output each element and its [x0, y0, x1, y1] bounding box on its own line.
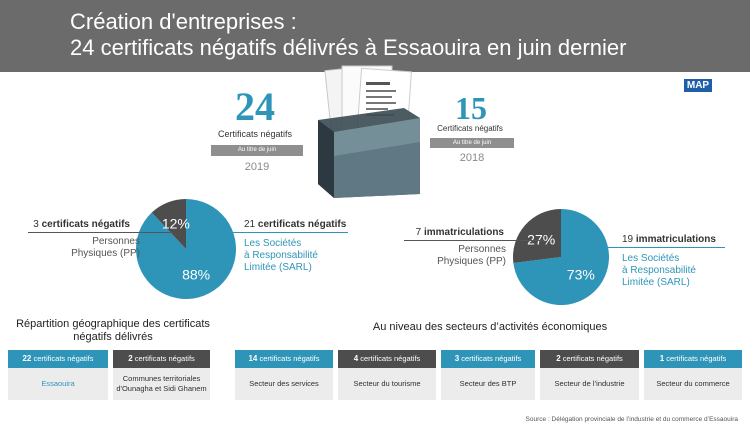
pie2-slice-label-0: 73%	[567, 266, 595, 282]
page-title-line1: Création d'entreprises :	[70, 9, 297, 34]
sector-box-industrie: 2 certificats négatifs Secteur de l’indu…	[540, 350, 639, 400]
pie1-left-desc: Personnes Physiques (PP)	[30, 236, 140, 260]
pie-chart-certificats: 88% 12%	[136, 199, 236, 299]
sector-unit: certificats négatifs	[360, 354, 421, 363]
geo-box-body: Essaouira	[8, 368, 108, 400]
sector-box-services: 14 certificats négatifs Secteur des serv…	[235, 350, 333, 400]
geo-box-header: 22 certificats négatifs	[8, 350, 108, 368]
pie2-right-count: 19	[622, 234, 634, 245]
stat-2018-period: Au titre de juin	[430, 138, 514, 148]
pie1-right-line2: à Responsabilité	[244, 250, 318, 261]
stat-2018-value: 15	[455, 90, 487, 126]
geo-box-body: Communes territoriales d'Ounagha et Sidi…	[113, 368, 210, 400]
geo-count: 2	[128, 354, 133, 363]
sector-name: Secteur du commerce	[656, 379, 730, 388]
geo-location: Essaouira	[41, 379, 75, 388]
map-logo: MAP	[684, 79, 712, 92]
pie2-left-desc: Personnes Physiques (PP)	[396, 244, 506, 268]
pie2-right-line1: Les Sociétés	[622, 253, 680, 264]
pie2-left-annotation: 7 immatriculations	[394, 227, 504, 239]
pie1-left-line1: Personnes	[92, 236, 140, 247]
sector-box-body: Secteur du commerce	[644, 368, 742, 400]
geo-section-title: Répartition géographique des certificats…	[16, 318, 210, 343]
geo-count: 22	[22, 354, 32, 363]
geo-location-line2: d'Ounagha et Sidi Ghanem	[116, 384, 207, 393]
pie2-left-line2: Physiques (PP)	[437, 256, 506, 267]
pie1-slice-label-0: 88%	[182, 267, 210, 283]
sector-name: Secteur du tourisme	[353, 379, 421, 388]
pie1-left-count: 3	[33, 219, 39, 230]
sector-unit: certificats négatifs	[461, 354, 522, 363]
sector-unit: certificats négatifs	[666, 354, 727, 363]
geo-unit: certificats négatifs	[134, 354, 195, 363]
sector-box-header: 3 certificats négatifs	[441, 350, 535, 368]
geo-box-header: 2 certificats négatifs	[113, 350, 210, 368]
sector-name: Secteur des BTP	[459, 379, 517, 388]
pie2-left-rule	[404, 240, 544, 241]
pie2-right-unit: immatriculations	[635, 234, 716, 245]
header-banner: Création d'entreprises : 24 certificats …	[0, 0, 750, 72]
sector-box-tourisme: 4 certificats négatifs Secteur du touris…	[338, 350, 436, 400]
stat-2019-label: Certificats négatifs	[217, 129, 293, 139]
stat-2019-value: 24	[235, 84, 275, 129]
stat-2019-year: 2019	[244, 161, 270, 173]
sector-count: 14	[248, 354, 258, 363]
pie2-left-line1: Personnes	[458, 244, 506, 255]
pie2-right-line3: Limitée (SARL)	[622, 277, 690, 288]
pie1-right-line1: Les Sociétés	[244, 238, 302, 249]
geo-box-communes: 2 certificats négatifs Communes territor…	[113, 350, 210, 400]
stat-2018-label: Certificats négatifs	[437, 124, 503, 133]
sector-box-header: 14 certificats négatifs	[235, 350, 333, 368]
sector-box-btp: 3 certificats négatifs Secteur des BTP	[441, 350, 535, 400]
sector-box-header: 2 certificats négatifs	[540, 350, 639, 368]
sector-box-header: 4 certificats négatifs	[338, 350, 436, 368]
document-tray-illustration	[318, 65, 420, 198]
sector-count: 3	[454, 354, 460, 363]
sector-box-header: 1 certificats négatifs	[644, 350, 742, 368]
pie2-right-annotation: 19 immatriculations	[622, 234, 742, 246]
pie2-right-rule	[595, 247, 725, 248]
pie1-right-annotation: 21 certificats négatifs	[244, 219, 384, 231]
pie1-left-annotation: 3 certificats négatifs	[20, 219, 130, 231]
pie1-right-unit: certificats négatifs	[257, 219, 347, 230]
pie2-slice-0	[513, 209, 609, 305]
source-note: Source : Délégation provinciale de l’ind…	[525, 416, 738, 423]
stat-2018-year: 2018	[459, 152, 485, 164]
pie2-slice-1	[513, 209, 561, 264]
pie1-right-line3: Limitée (SARL)	[244, 262, 312, 273]
pie1-right-count: 21	[244, 219, 256, 230]
sector-box-body: Secteur des BTP	[441, 368, 535, 400]
pie1-right-rule	[220, 232, 348, 233]
pie2-right-desc: Les Sociétés à Responsabilité Limitée (S…	[622, 253, 742, 289]
pie1-left-rule	[28, 232, 173, 233]
pie2-left-unit: immatriculations	[423, 227, 504, 238]
sector-count: 1	[659, 354, 665, 363]
geo-location-line1: Communes territoriales	[122, 374, 201, 383]
pie2-right-line2: à Responsabilité	[622, 265, 696, 276]
geo-unit: certificats négatifs	[33, 354, 94, 363]
stat-2019-period: Au titre de juin	[211, 145, 303, 156]
pie2-left-count: 7	[415, 227, 422, 238]
sector-name: Secteur de l’industrie	[554, 379, 625, 388]
sector-box-body: Secteur des services	[235, 368, 333, 400]
geo-location: Communes territoriales d'Ounagha et Sidi…	[113, 374, 209, 394]
sector-box-body: Secteur de l’industrie	[540, 368, 639, 400]
sector-section-title: Au niveau des secteurs d’activités écono…	[372, 321, 608, 333]
pie1-slice-1	[151, 199, 186, 249]
pie1-right-desc: Les Sociétés à Responsabilité Limitée (S…	[244, 238, 364, 274]
sector-box-commerce: 1 certificats négatifs Secteur du commer…	[644, 350, 742, 400]
sector-count: 4	[353, 354, 359, 363]
sector-name: Secteur des services	[249, 379, 319, 388]
sector-unit: certificats négatifs	[259, 354, 320, 363]
sector-unit: certificats négatifs	[562, 354, 623, 363]
sector-count: 2	[556, 354, 561, 363]
geo-box-essaouira: 22 certificats négatifs Essaouira	[8, 350, 108, 400]
pie1-left-line2: Physiques (PP)	[71, 248, 140, 259]
sector-box-body: Secteur du tourisme	[338, 368, 436, 400]
pie1-slice-label-1: 12%	[162, 215, 190, 231]
pie-chart-immatriculations: 73% 27%	[513, 209, 609, 305]
pie1-left-unit: certificats négatifs	[41, 219, 130, 230]
pie2-slice-label-1: 27%	[527, 232, 555, 248]
page-title-line2: 24 certificats négatifs délivrés à Essao…	[70, 35, 627, 60]
